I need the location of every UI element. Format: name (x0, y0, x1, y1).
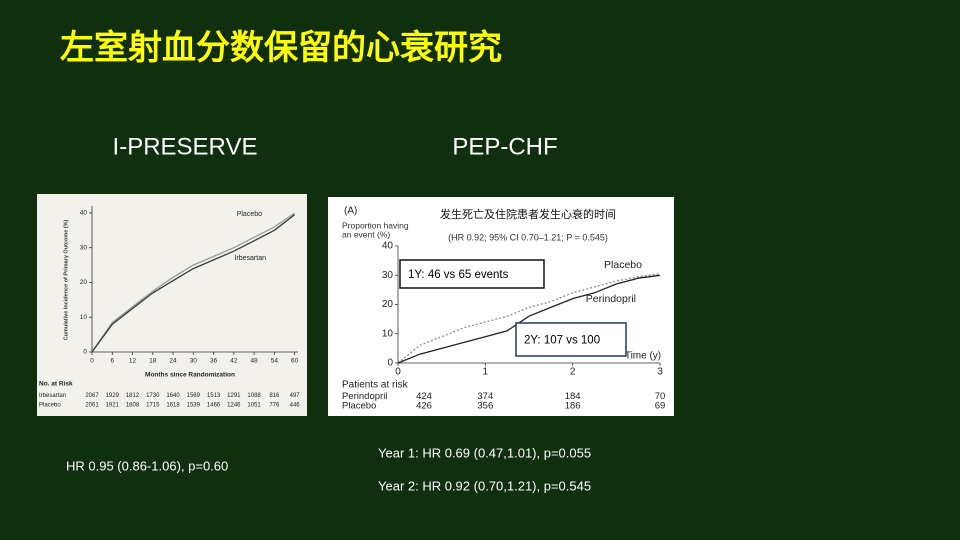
y-axis-label: Cumulative Incidence of Primary Outcome … (63, 219, 69, 340)
risk-row-name: Placebo (342, 401, 376, 412)
risk-count: 1812 (126, 393, 140, 399)
series-label: Placebo (237, 211, 262, 218)
chart-panel (37, 194, 307, 416)
y-tick-label: 10 (382, 328, 394, 339)
x-tick-label: 54 (271, 358, 279, 365)
chart-panel (328, 197, 674, 416)
annotation: 1Y: 46 vs 65 events (408, 269, 509, 281)
panel-label: (A) (344, 206, 357, 217)
y-tick-label: 10 (80, 314, 88, 321)
y-tick-label: 30 (80, 244, 88, 251)
risk-count: 70 (655, 391, 666, 402)
note: Year 1: HR 0.69 (0.47,1.01), p=0.055 (378, 445, 591, 460)
risk-count: 2061 (85, 403, 99, 409)
x-tick-label: 18 (149, 358, 157, 365)
chart-heading: I-PRESERVE (113, 133, 258, 160)
x-tick-label: 1 (483, 367, 489, 378)
risk-count: 1051 (247, 403, 261, 409)
x-tick-label: 0 (90, 358, 94, 365)
y-tick-label: 0 (387, 358, 393, 369)
risk-table-title: Patients at risk (342, 380, 409, 391)
risk-count: 1539 (187, 403, 201, 409)
series-line (91, 212, 295, 353)
risk-count: 426 (416, 401, 432, 412)
risk-count: 186 (565, 401, 581, 412)
x-tick-label: 6 (110, 358, 114, 365)
x-tick-label: 60 (291, 358, 299, 365)
y-tick-label: 40 (382, 241, 394, 252)
x-tick-label: 3 (657, 367, 663, 378)
risk-count: 1715 (146, 403, 160, 409)
risk-count: 69 (655, 401, 666, 412)
note: HR 0.95 (0.86-1.06), p=0.60 (66, 458, 228, 473)
risk-table-title: No. at Risk (39, 381, 73, 388)
risk-count: 1246 (227, 403, 241, 409)
chart-heading: PEP-CHF (452, 133, 557, 160)
y-axis-label: Proportion having (342, 220, 409, 230)
y-tick-label: 30 (382, 270, 394, 281)
risk-row-name: Perindopril (342, 391, 387, 402)
risk-count: 816 (269, 393, 280, 399)
risk-count: 1618 (166, 403, 180, 409)
note: Year 2: HR 0.92 (0.70,1.21), p=0.545 (378, 478, 591, 493)
x-tick-label: 0 (395, 367, 401, 378)
risk-count: 1291 (227, 393, 241, 399)
risk-count: 1569 (187, 393, 201, 399)
risk-count: 1466 (207, 403, 221, 409)
series-label: Placebo (604, 259, 642, 271)
risk-count: 184 (565, 391, 581, 402)
x-axis-label: Time (y) (625, 351, 661, 362)
x-tick-label: 42 (230, 358, 238, 365)
x-axis-label: Months since Randomization (145, 372, 235, 379)
risk-count: 497 (290, 393, 301, 399)
y-tick-label: 20 (80, 279, 88, 286)
x-tick-label: 30 (190, 358, 198, 365)
annotation-box (515, 322, 627, 357)
risk-count: 446 (290, 403, 301, 409)
risk-count: 356 (477, 401, 493, 412)
x-tick-label: 12 (129, 358, 137, 365)
annotation: 2Y: 107 vs 100 (524, 335, 600, 347)
x-tick-label: 2 (570, 367, 576, 378)
slide-title: 左室射血分数保留的心衰研究 (60, 28, 502, 67)
series-label: Irbesartan (234, 255, 266, 262)
x-tick-label: 48 (250, 358, 258, 365)
risk-count: 1088 (247, 393, 261, 399)
y-axis-label: an event (%) (342, 229, 390, 239)
annotation-box (399, 259, 545, 289)
risk-count: 1808 (126, 403, 140, 409)
y-tick-label: 40 (80, 210, 88, 217)
risk-count: 1929 (106, 393, 120, 399)
series-line (397, 274, 661, 364)
risk-count: 1730 (146, 393, 160, 399)
risk-count: 374 (477, 391, 493, 402)
risk-count: 424 (416, 391, 432, 402)
risk-count: 1921 (106, 403, 120, 409)
risk-count: 1640 (166, 393, 180, 399)
risk-count: 1513 (207, 393, 221, 399)
x-tick-label: 24 (169, 358, 177, 365)
x-tick-label: 36 (210, 358, 218, 365)
y-tick-label: 0 (83, 349, 87, 356)
chart-title: 发生死亡及住院患者发生心衰的时间 (440, 207, 616, 221)
y-tick-label: 20 (382, 299, 394, 310)
chart-subtitle: (HR 0.92; 95% CI 0.70–1.21; P = 0.545) (448, 232, 608, 242)
series-label: Perindopril (586, 293, 636, 305)
risk-count: 776 (269, 403, 280, 409)
risk-count: 2067 (85, 393, 99, 399)
risk-row-name: Placebo (39, 403, 61, 409)
risk-row-name: Irbesartan (39, 393, 66, 399)
series-line (91, 214, 295, 353)
